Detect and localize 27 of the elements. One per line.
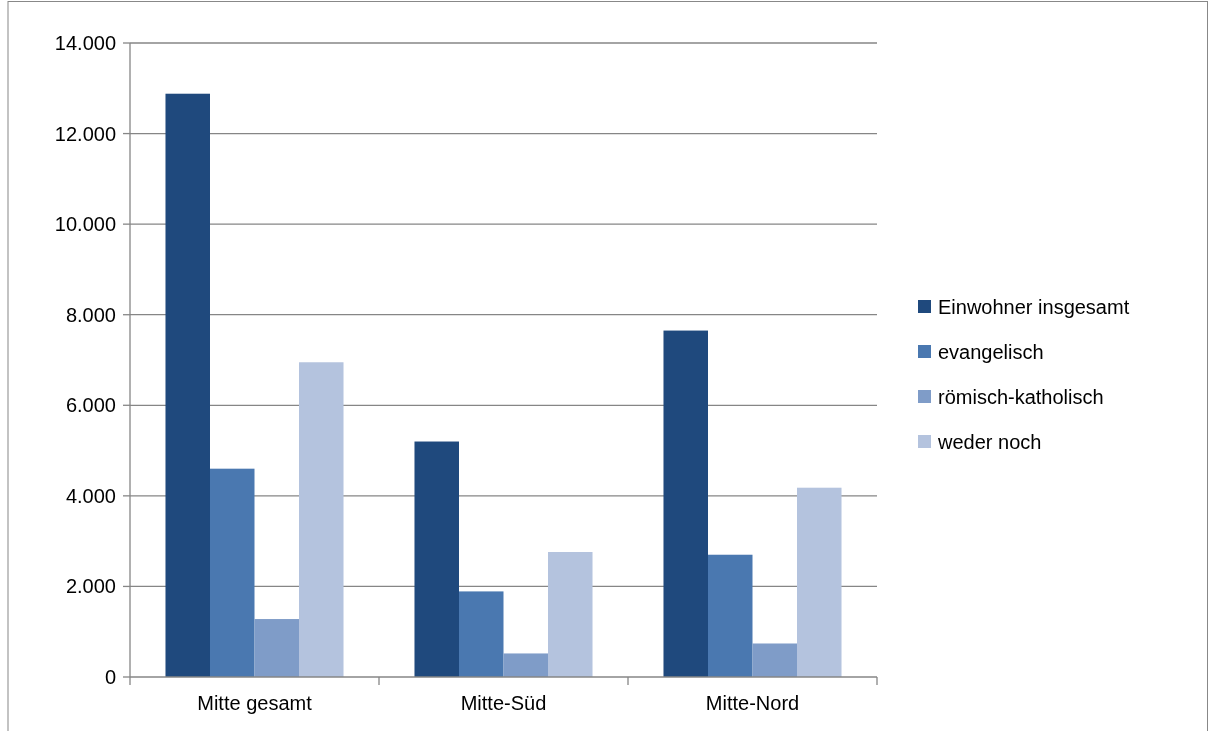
legend-label: weder noch [937, 431, 1042, 453]
y-tick-label: 0 [104, 666, 116, 688]
bar [458, 591, 504, 677]
y-tick-label: 14.000 [54, 32, 116, 54]
x-tick-label: Mitte gesamt [197, 692, 313, 714]
y-tick-label: 4.000 [65, 484, 116, 507]
bar [797, 487, 842, 677]
bar [548, 552, 593, 677]
bar [165, 93, 210, 677]
y-tick-label: 8.000 [65, 303, 116, 326]
y-tick-label: 6.000 [65, 394, 116, 417]
x-tick-label: Mitte-Nord [705, 692, 800, 714]
bar [209, 468, 255, 677]
y-tick-label: 2.000 [65, 575, 116, 598]
bar [299, 362, 344, 677]
y-tick-label: 12.000 [54, 122, 116, 145]
y-tick-label: 10.000 [54, 213, 116, 236]
bar [663, 330, 708, 677]
bar [707, 554, 753, 677]
bar [503, 653, 549, 677]
legend-label: Einwohner insgesamt [938, 296, 1130, 318]
legend-label: evangelisch [938, 341, 1044, 363]
x-tick-label: Mitte-Süd [460, 692, 547, 714]
legend-label: römisch-katholisch [938, 386, 1104, 408]
bar [414, 441, 459, 677]
bar [254, 619, 300, 677]
bar [752, 643, 798, 677]
